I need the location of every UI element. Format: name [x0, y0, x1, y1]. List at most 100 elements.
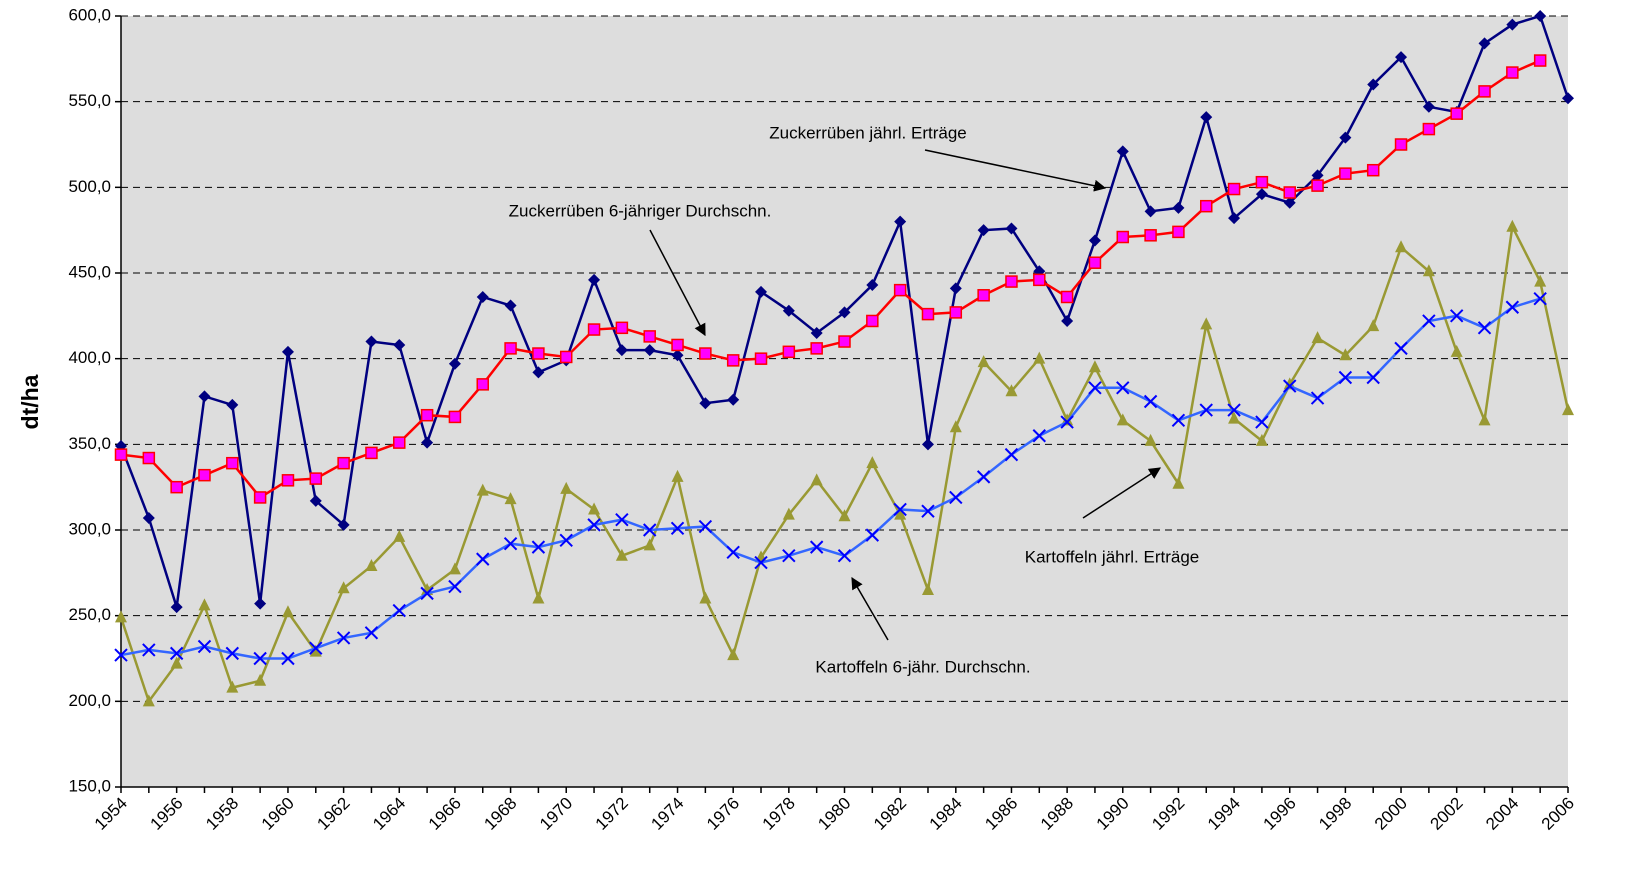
series: [115, 219, 1574, 707]
marker: [1061, 314, 1074, 327]
x-tick-label: 1964: [369, 794, 409, 834]
marker: [698, 519, 713, 534]
marker: [393, 529, 406, 542]
marker: [782, 345, 796, 359]
marker: [142, 451, 156, 465]
marker: [1450, 107, 1463, 120]
lines: [114, 10, 1574, 707]
x-tick-label: 1996: [1260, 794, 1300, 834]
marker: [1283, 196, 1296, 209]
x-tick-label: 1980: [814, 794, 854, 834]
marker: [865, 528, 880, 542]
marker: [1533, 54, 1547, 67]
marker: [782, 507, 795, 520]
marker: [281, 474, 295, 487]
x-tick-label: 1978: [759, 794, 799, 834]
marker: [448, 410, 462, 424]
marker: [309, 472, 323, 485]
marker: [476, 483, 489, 496]
marker: [1033, 273, 1046, 287]
grid: [115, 15, 1569, 793]
marker: [170, 601, 183, 614]
marker: [1395, 240, 1408, 253]
marker: [226, 398, 239, 411]
marker: [532, 366, 545, 379]
marker: [1533, 291, 1547, 306]
marker: [393, 338, 406, 351]
marker: [1366, 163, 1380, 177]
marker: [309, 494, 322, 507]
marker: [726, 354, 740, 367]
marker: [392, 603, 406, 618]
marker: [949, 282, 962, 295]
x-tick-label: 1966: [425, 794, 465, 834]
marker: [838, 335, 851, 348]
x-tick-label: 1970: [536, 794, 576, 834]
marker: [420, 408, 434, 422]
marker: [197, 639, 212, 654]
x-tick-label: 2002: [1427, 794, 1467, 834]
y-tick-label: 400,0: [68, 348, 111, 367]
y-tick-label: 350,0: [68, 434, 111, 453]
marker: [504, 492, 517, 505]
y-axis-label: dt/ha: [17, 374, 43, 429]
marker: [309, 641, 323, 655]
marker: [1310, 391, 1325, 405]
marker: [254, 673, 267, 686]
marker: [226, 456, 239, 470]
marker: [949, 420, 962, 433]
x-tick-label: 1972: [592, 794, 632, 834]
marker: [448, 579, 462, 594]
marker: [1339, 167, 1352, 180]
marker: [921, 582, 934, 595]
marker: [1562, 92, 1574, 105]
marker: [504, 342, 517, 355]
marker: [365, 558, 378, 571]
marker: [281, 345, 294, 358]
marker: [810, 473, 823, 486]
marker: [949, 306, 963, 319]
marker: [1171, 413, 1186, 428]
marker: [1144, 229, 1157, 242]
marker: [1144, 205, 1157, 218]
marker: [503, 536, 518, 551]
marker: [421, 436, 434, 449]
marker: [1534, 10, 1547, 22]
x-tick-label: 2006: [1538, 794, 1578, 834]
y-tick-label: 200,0: [68, 691, 111, 710]
marker: [281, 651, 295, 666]
marker: [977, 355, 990, 368]
marker: [1172, 476, 1185, 489]
marker: [893, 283, 907, 297]
marker: [1199, 403, 1213, 417]
marker: [1255, 415, 1269, 429]
marker: [1311, 169, 1324, 182]
marker: [1004, 447, 1019, 462]
marker: [976, 470, 991, 484]
marker: [253, 491, 267, 504]
marker: [1227, 403, 1241, 417]
marker: [253, 651, 267, 666]
marker: [476, 290, 489, 303]
marker: [1088, 234, 1101, 247]
x-tick-label: 1988: [1037, 794, 1077, 834]
marker: [448, 357, 461, 370]
marker: [559, 533, 573, 547]
x-tick-label: 1992: [1148, 794, 1188, 834]
marker: [1422, 314, 1436, 328]
marker: [588, 502, 601, 515]
y-tick-label: 600,0: [68, 5, 111, 24]
marker: [588, 273, 601, 286]
x-tick-label: 1986: [981, 794, 1021, 834]
marker: [1338, 370, 1353, 385]
marker: [671, 349, 684, 362]
series-line: [120, 297, 1541, 660]
marker: [1422, 122, 1436, 136]
marker: [142, 694, 155, 707]
marker: [1172, 225, 1185, 239]
marker: [810, 326, 823, 339]
marker: [615, 344, 628, 357]
marker: [1033, 351, 1046, 364]
marker: [226, 680, 239, 693]
